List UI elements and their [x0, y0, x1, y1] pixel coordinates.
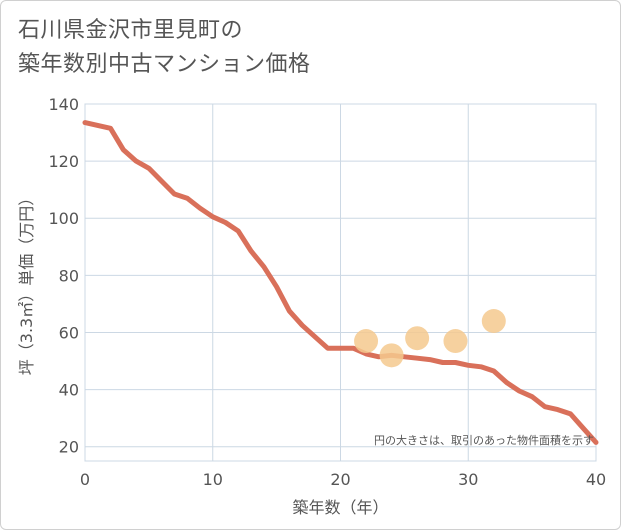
- transaction-point: [443, 329, 468, 354]
- price-trend-line: [82, 120, 599, 445]
- x-tick-label: 20: [330, 470, 350, 489]
- grid-lines: [84, 103, 597, 462]
- y-tick-label: 140: [48, 95, 79, 114]
- x-axis-label: 築年数（年）: [292, 498, 388, 517]
- chart-annotation: 円の大きさは、取引のあった物件面積を示す: [374, 433, 594, 447]
- chart-title: 石川県金沢市里見町の 築年数別中古マンション価格: [18, 14, 311, 82]
- y-tick-label: 20: [59, 438, 79, 457]
- y-tick-label: 80: [59, 266, 79, 285]
- chart-title-line-1: 石川県金沢市里見町の: [18, 18, 244, 43]
- y-tick-label: 120: [48, 152, 79, 171]
- y-axis-label: 坪（3.3㎡）単価（万円）: [17, 190, 36, 375]
- x-tick-label: 10: [203, 470, 223, 489]
- transaction-point: [379, 343, 404, 368]
- y-tick-label: 40: [59, 381, 79, 400]
- transaction-point: [354, 329, 379, 354]
- x-tick-label: 30: [458, 470, 478, 489]
- y-tick-label: 100: [48, 209, 79, 228]
- chart-title-line-2: 築年数別中古マンション価格: [18, 52, 311, 77]
- chart-series: [82, 120, 599, 445]
- y-tick-label: 60: [59, 323, 79, 342]
- transaction-point: [481, 309, 506, 334]
- axis-ticks: 0 10 20 30 40 20 40 60 80 100 120 140: [48, 95, 606, 489]
- transaction-point: [405, 326, 430, 351]
- x-tick-label: 0: [80, 470, 90, 489]
- x-tick-label: 40: [586, 470, 606, 489]
